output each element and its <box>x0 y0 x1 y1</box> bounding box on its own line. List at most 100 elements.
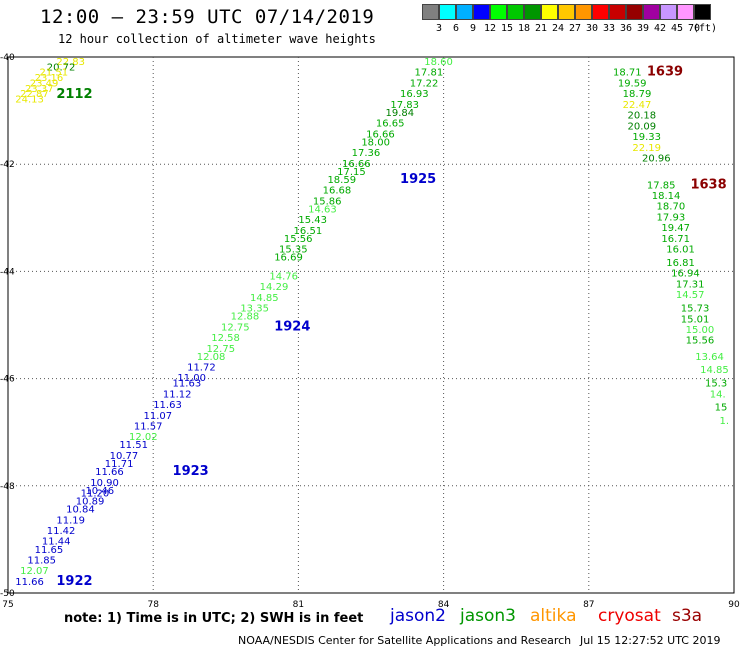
wave-height-label: 1. <box>719 416 729 427</box>
wave-height-label: 10.90 <box>90 478 119 489</box>
satellite-jason3: jason3 <box>460 606 516 626</box>
pass-time-label: 1923 <box>173 464 209 479</box>
wave-height-label: 17.15 <box>337 167 366 178</box>
wave-height-label: 15.86 <box>313 196 342 207</box>
legend-label: 18 <box>517 23 531 34</box>
wave-height-label: 15.3 <box>705 379 727 390</box>
legend-label: 30 <box>585 23 599 34</box>
legend-label: 15 <box>500 23 514 34</box>
y-tick-label: -42 <box>0 160 15 170</box>
wave-height-label: 23.49 <box>30 78 59 89</box>
legend-label: 21 <box>534 23 548 34</box>
wave-height-label: 17.81 <box>415 68 444 79</box>
page-title: 12:00 – 23:59 UTC 07/14/2019 <box>40 6 375 28</box>
pass-time-label: 1638 <box>690 177 726 192</box>
legend-swatch <box>558 4 575 20</box>
legend-swatch <box>694 4 711 20</box>
wave-height-label: 15.35 <box>279 245 308 256</box>
legend-label: 24 <box>551 23 565 34</box>
wave-height-label: 12.75 <box>221 322 250 333</box>
wave-height-label: 14.63 <box>308 204 337 215</box>
legend-label: 36 <box>619 23 633 34</box>
satellite-cryosat: cryosat <box>598 606 661 626</box>
x-tick-label: 87 <box>583 600 594 610</box>
wave-height-label: 16.01 <box>666 245 695 256</box>
pass-time-label: 1925 <box>400 172 436 187</box>
wave-height-label: 11.20 <box>81 488 110 499</box>
wave-height-label: 15.00 <box>686 325 715 336</box>
legend-swatch <box>592 4 609 20</box>
wave-height-label: 11.66 <box>95 467 124 478</box>
satellite-altika: altika <box>530 606 577 626</box>
wave-height-label: 17.93 <box>657 212 686 223</box>
wave-height-label: 17.31 <box>676 279 705 290</box>
legend-label: 9 <box>469 23 477 34</box>
wave-height-label: 21.51 <box>39 68 68 79</box>
legend-label: 3 <box>435 23 443 34</box>
wave-height-label: 14.76 <box>269 271 298 282</box>
legend-label: 27 <box>568 23 582 34</box>
credit-text: NOAA/NESDIS Center for Satellite Applica… <box>238 634 572 647</box>
wave-height-label: 16.93 <box>400 89 429 100</box>
wave-height-label: 19.33 <box>632 132 661 143</box>
wave-height-label: 11.72 <box>187 363 216 374</box>
wave-height-label: 12.08 <box>197 352 226 363</box>
wave-height-label: 12.88 <box>231 312 260 323</box>
legend-label: 39 <box>636 23 650 34</box>
wave-height-label: 16.69 <box>274 253 303 264</box>
wave-height-label: 16.66 <box>366 129 395 140</box>
wave-height-label: 14.85 <box>250 293 279 304</box>
wave-height-label: 12.58 <box>211 333 240 344</box>
wave-height-label: 22.19 <box>632 143 661 154</box>
y-tick-label: -46 <box>0 375 15 385</box>
wave-height-label: 17.22 <box>410 78 439 89</box>
wave-height-label: 16.94 <box>671 269 700 280</box>
y-tick-label: -40 <box>0 53 15 63</box>
legend-swatch <box>609 4 626 20</box>
wave-height-label: 11.85 <box>27 555 56 566</box>
wave-height-label: 11.42 <box>47 526 76 537</box>
wave-height-label: 12.75 <box>206 344 235 355</box>
legend-label: 42 <box>653 23 667 34</box>
wave-height-label: 15.56 <box>284 234 313 245</box>
legend-swatch <box>490 4 507 20</box>
legend-swatch <box>473 4 490 20</box>
wave-height-label: 22.47 <box>623 100 652 111</box>
legend-swatch <box>643 4 660 20</box>
legend-swatch <box>541 4 558 20</box>
legend-swatch <box>524 4 541 20</box>
x-tick-label: 75 <box>2 600 13 610</box>
wave-height-label: 11.12 <box>163 389 192 400</box>
wave-height-label: 12.02 <box>129 432 158 443</box>
legend-label: 33 <box>602 23 616 34</box>
wave-height-label: 23.16 <box>35 73 64 84</box>
wave-height-label: 20.09 <box>628 121 657 132</box>
legend-swatch <box>507 4 524 20</box>
pass-time-label: 1924 <box>274 319 310 334</box>
wave-height-label: 16.66 <box>342 159 371 170</box>
wave-height-label: 18.70 <box>657 202 686 213</box>
wave-height-label: 11.63 <box>153 400 182 411</box>
wave-height-label: 11.65 <box>35 545 64 556</box>
wave-height-label: 20.18 <box>628 111 657 122</box>
wave-height-label: 18.60 <box>424 57 453 68</box>
wave-height-label: 11.00 <box>177 373 206 384</box>
legend-swatch <box>626 4 643 20</box>
wave-height-label: 12.07 <box>20 566 49 577</box>
x-tick-label: 78 <box>147 600 159 610</box>
wave-height-label: 18.59 <box>327 175 356 186</box>
wave-height-label: 18.14 <box>652 191 681 202</box>
legend-swatch <box>422 4 439 20</box>
wave-height-label: 18.00 <box>361 137 390 148</box>
legend-label: 45 <box>670 23 684 34</box>
footer-note: note: 1) Time is in UTC; 2) SWH is in fe… <box>64 611 364 626</box>
wave-height-label: 19.47 <box>661 223 690 234</box>
wave-height-label: 11.66 <box>15 577 44 588</box>
y-tick-label: -48 <box>0 482 15 492</box>
legend-swatch <box>677 4 694 20</box>
legend-swatch <box>456 4 473 20</box>
y-tick-label: -44 <box>0 267 15 277</box>
wave-height-label: 15.43 <box>298 215 327 226</box>
wave-height-label: 14.57 <box>676 290 705 301</box>
wave-height-label: 16.68 <box>323 186 352 197</box>
